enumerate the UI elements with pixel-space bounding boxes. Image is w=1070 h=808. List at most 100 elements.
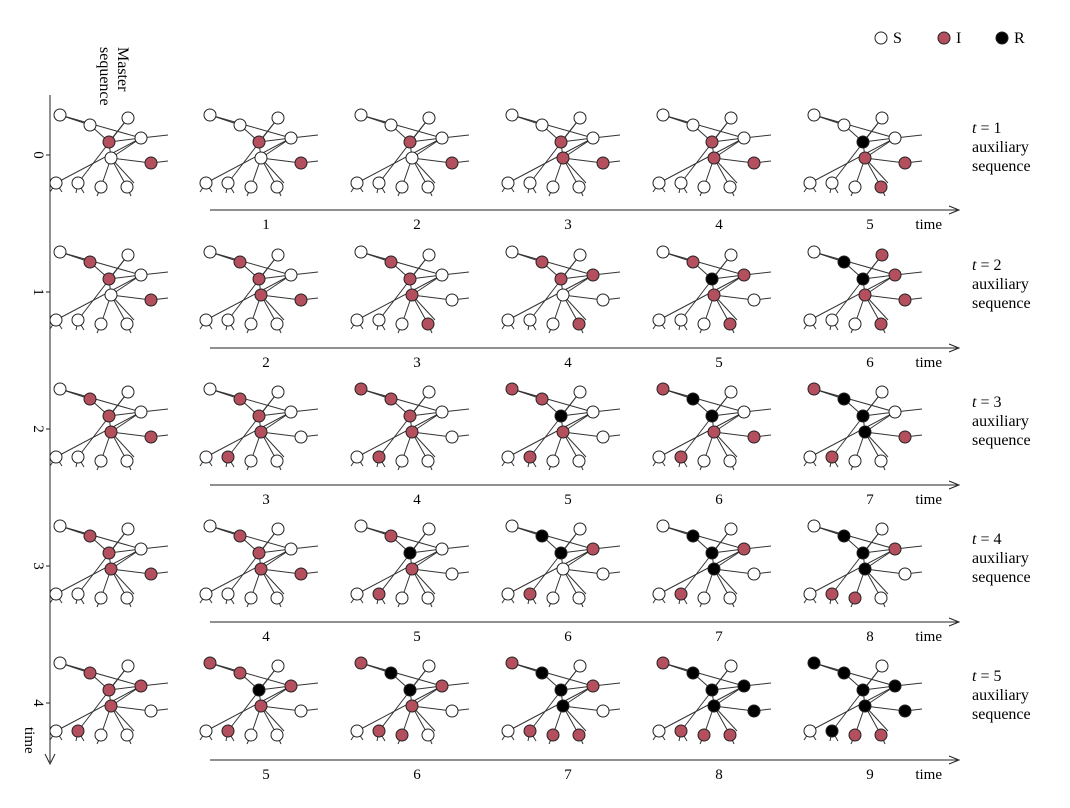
node-n1-R bbox=[837, 529, 851, 543]
node-n10-S bbox=[350, 587, 364, 601]
node-n4-S bbox=[737, 131, 751, 145]
network-edge bbox=[507, 685, 594, 732]
node-n1-I bbox=[686, 255, 700, 269]
network-edge bbox=[209, 388, 292, 413]
aux-tick-label: 5 bbox=[866, 217, 874, 233]
network-edge bbox=[55, 548, 142, 595]
node-n5-S bbox=[104, 151, 118, 165]
node-n3-S bbox=[271, 248, 285, 262]
master-tick-label: 1 bbox=[30, 288, 46, 296]
node-n7-I bbox=[421, 317, 435, 331]
node-n10-S bbox=[49, 450, 63, 464]
node-n7-S bbox=[120, 728, 134, 742]
master-network-panel bbox=[49, 656, 169, 745]
node-n2-I bbox=[252, 272, 266, 286]
aux-axis-label: time bbox=[915, 492, 942, 508]
node-n10-S bbox=[350, 724, 364, 738]
aux-tick-label: 6 bbox=[866, 355, 874, 371]
node-n0-I bbox=[656, 382, 670, 396]
network-edge bbox=[831, 254, 883, 321]
node-n8-I bbox=[294, 156, 308, 170]
network-edge bbox=[227, 391, 279, 458]
node-n5-I bbox=[405, 699, 419, 713]
network-edge bbox=[511, 251, 594, 276]
legend-label-s: S bbox=[893, 30, 902, 47]
network-edge bbox=[713, 431, 755, 438]
aux-label-line: sequence bbox=[972, 706, 1031, 723]
node-n3-S bbox=[121, 659, 135, 673]
network-edge bbox=[411, 705, 453, 712]
node-n9-I bbox=[523, 587, 537, 601]
network-edge bbox=[658, 685, 745, 732]
network-edge bbox=[529, 391, 581, 458]
network-edge bbox=[209, 114, 292, 139]
network-edge bbox=[662, 251, 745, 276]
auxiliary-labels: t = 1 auxiliary sequence t = 2 auxiliary sequ… bbox=[972, 120, 1031, 723]
node-n5-S bbox=[556, 562, 570, 576]
network-edge bbox=[378, 117, 430, 184]
node-n0-I bbox=[354, 656, 368, 670]
node-n0-S bbox=[354, 245, 368, 259]
node-n5-I bbox=[707, 288, 721, 302]
network-edge bbox=[713, 705, 755, 712]
node-n3-S bbox=[271, 385, 285, 399]
node-n0-S bbox=[53, 245, 67, 259]
aux-tick-label: 3 bbox=[413, 355, 421, 371]
node-n9-S bbox=[71, 587, 85, 601]
network-edge bbox=[77, 254, 129, 321]
network-edge bbox=[360, 388, 443, 413]
node-n2-I bbox=[252, 409, 266, 423]
node-n7-S bbox=[421, 728, 435, 742]
network-edge bbox=[662, 388, 745, 413]
node-n7-S bbox=[723, 591, 737, 605]
node-n4-I bbox=[134, 679, 148, 693]
node-n6-S bbox=[244, 317, 258, 331]
network-edge bbox=[59, 662, 142, 687]
node-n1-I bbox=[535, 392, 549, 406]
node-n7-I bbox=[874, 317, 888, 331]
node-n4-S bbox=[134, 131, 148, 145]
node-n4-I bbox=[586, 542, 600, 556]
network-edge bbox=[831, 665, 883, 732]
auxiliary-network-panel bbox=[350, 108, 470, 197]
aux-tick-label: 5 bbox=[715, 355, 723, 371]
node-n9-I bbox=[825, 587, 839, 601]
node-n7-S bbox=[421, 454, 435, 468]
node-n8-I bbox=[898, 430, 912, 444]
aux-tick-label: 4 bbox=[564, 355, 572, 371]
node-n5-R bbox=[556, 699, 570, 713]
node-n1-S bbox=[384, 118, 398, 132]
node-n0-I bbox=[505, 656, 519, 670]
network-edge bbox=[864, 705, 906, 712]
auxiliary-network-panel bbox=[199, 245, 319, 334]
node-n1-R bbox=[686, 392, 700, 406]
node-n5-I bbox=[858, 151, 872, 165]
node-n1-I bbox=[384, 529, 398, 543]
node-n4-S bbox=[134, 268, 148, 282]
node-n7-S bbox=[270, 591, 284, 605]
node-n3-S bbox=[573, 385, 587, 399]
node-n6-I bbox=[848, 728, 862, 742]
node-n8-S bbox=[445, 430, 459, 444]
node-n7-I bbox=[874, 728, 888, 742]
node-n10-S bbox=[501, 176, 515, 190]
node-n6-S bbox=[697, 317, 711, 331]
master-label-line-1: Master bbox=[114, 47, 131, 92]
node-n5-I bbox=[556, 151, 570, 165]
node-n0-S bbox=[203, 245, 217, 259]
network-edge bbox=[260, 157, 302, 164]
node-n7-S bbox=[120, 317, 134, 331]
auxiliary-network-panel bbox=[652, 245, 772, 334]
network-edge bbox=[809, 274, 896, 321]
node-n4-I bbox=[586, 679, 600, 693]
node-n7-S bbox=[270, 180, 284, 194]
node-n4-I bbox=[888, 542, 902, 556]
node-n5-I bbox=[104, 425, 118, 439]
node-n2-R bbox=[705, 272, 719, 286]
node-n6-S bbox=[848, 317, 862, 331]
node-n1-R bbox=[686, 666, 700, 680]
node-n6-I bbox=[395, 728, 409, 742]
network-edge bbox=[378, 391, 430, 458]
node-n10-S bbox=[199, 450, 213, 464]
